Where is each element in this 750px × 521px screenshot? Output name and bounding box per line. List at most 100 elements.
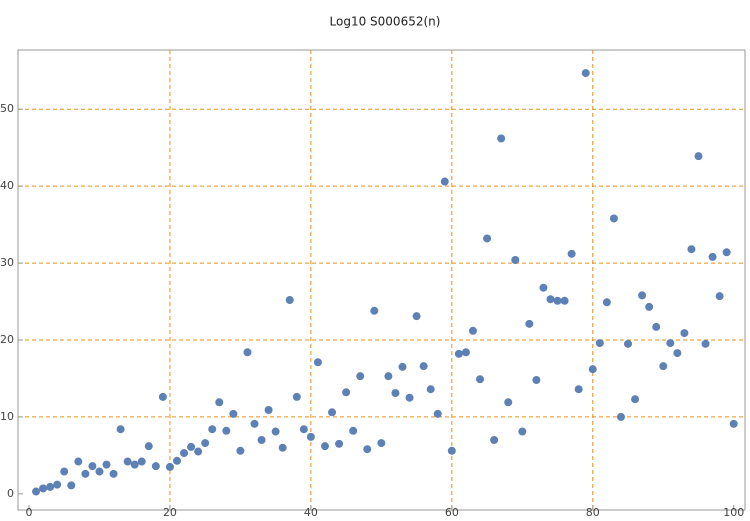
point <box>419 362 428 371</box>
y-tick-label: 30 <box>0 256 14 269</box>
x-tick-label: 80 <box>586 506 600 519</box>
point <box>257 436 266 444</box>
point <box>243 348 252 357</box>
point <box>81 469 90 478</box>
point <box>53 480 62 489</box>
point <box>539 283 548 292</box>
point <box>116 425 125 434</box>
point <box>201 439 210 448</box>
point <box>236 446 245 455</box>
point <box>631 395 640 404</box>
point <box>609 214 618 223</box>
point <box>525 319 534 328</box>
point <box>553 296 562 305</box>
point <box>194 447 203 456</box>
point <box>616 412 625 421</box>
point <box>292 392 301 401</box>
point <box>278 443 287 452</box>
point <box>320 442 329 451</box>
point <box>306 432 315 441</box>
point <box>729 419 738 428</box>
point <box>299 425 308 434</box>
point <box>222 426 231 435</box>
point <box>144 442 153 451</box>
point <box>60 467 69 476</box>
point <box>722 248 731 257</box>
point <box>165 462 174 471</box>
point <box>602 298 611 307</box>
point <box>701 339 710 348</box>
point <box>624 339 633 348</box>
point <box>694 152 703 161</box>
point <box>95 467 104 476</box>
point <box>581 69 590 78</box>
point <box>680 329 689 338</box>
point <box>708 252 717 261</box>
point <box>567 249 576 258</box>
point <box>511 256 520 264</box>
point <box>109 469 118 478</box>
point <box>250 419 259 428</box>
point <box>208 425 217 434</box>
point <box>46 482 55 491</box>
point <box>433 409 442 418</box>
x-tick-label: 20 <box>163 506 177 519</box>
point <box>172 456 181 465</box>
point <box>454 349 463 358</box>
point <box>151 462 160 471</box>
point <box>504 398 513 407</box>
x-tick-label: 60 <box>445 506 459 519</box>
point <box>313 358 322 367</box>
point <box>130 460 139 469</box>
point <box>588 365 597 374</box>
y-tick-label: 20 <box>0 333 14 346</box>
point <box>88 462 97 471</box>
point <box>666 339 675 348</box>
point <box>497 134 506 143</box>
point <box>349 426 358 435</box>
point <box>67 481 76 490</box>
point <box>715 292 724 301</box>
point <box>476 375 485 384</box>
point <box>560 296 569 305</box>
point <box>102 460 111 469</box>
point <box>447 446 456 455</box>
point <box>264 406 273 414</box>
point <box>518 427 527 436</box>
point <box>440 177 449 186</box>
point <box>468 326 477 335</box>
point <box>32 487 41 496</box>
x-tick-label: 40 <box>304 506 318 519</box>
point <box>574 385 583 394</box>
point <box>687 245 696 254</box>
point <box>391 389 400 398</box>
point <box>158 392 167 401</box>
point <box>363 445 372 454</box>
point <box>74 457 83 466</box>
point <box>187 442 196 451</box>
chart-title: Log10 S000652(n) <box>330 15 441 29</box>
point <box>137 457 146 466</box>
point <box>384 372 393 381</box>
x-tick-label: 100 <box>723 506 744 519</box>
point <box>285 296 294 304</box>
point <box>370 306 379 315</box>
point <box>271 427 280 436</box>
point <box>229 409 238 418</box>
point <box>342 388 351 397</box>
y-tick-label: 10 <box>0 410 14 423</box>
point <box>405 393 414 402</box>
y-tick-label: 0 <box>7 487 14 500</box>
point <box>412 312 421 321</box>
point <box>546 295 555 304</box>
point <box>377 439 386 448</box>
point <box>123 457 132 466</box>
point <box>483 234 492 243</box>
point <box>595 339 604 348</box>
point <box>328 408 337 417</box>
point <box>215 398 224 407</box>
point <box>180 449 189 458</box>
point <box>673 349 682 358</box>
point <box>659 362 668 371</box>
